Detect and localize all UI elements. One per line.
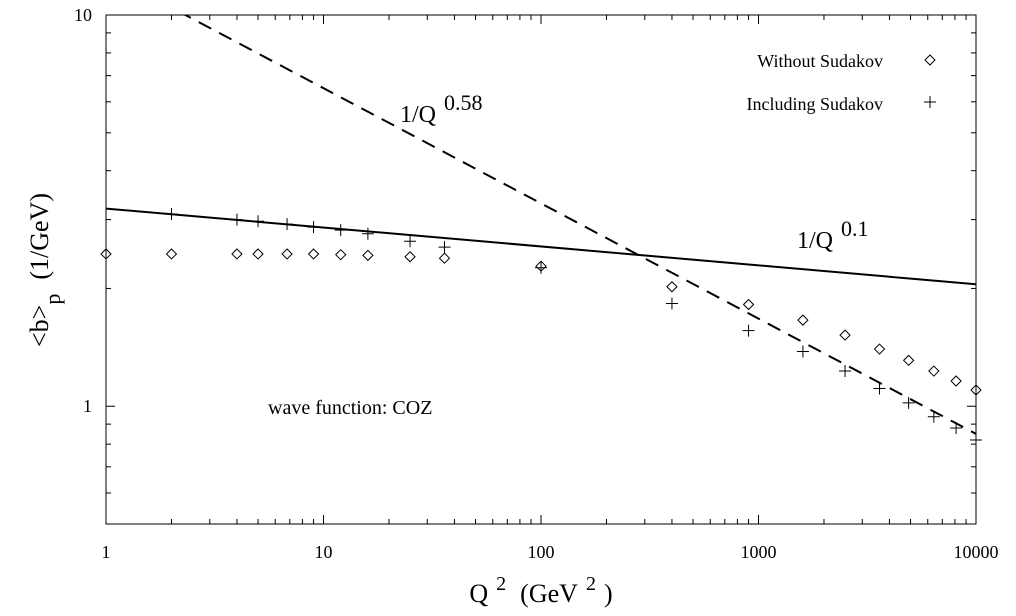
data-points [100,207,982,446]
point-including-sudakov [252,215,265,228]
point-without-sudakov [950,375,962,387]
point-without-sudakov [100,248,112,260]
point-without-sudakov [873,343,886,355]
legend: Without Sudakov Including Sudakov [747,51,936,114]
point-including-sudakov [742,324,755,337]
dashed-power-law-curve [183,15,976,435]
point-without-sudakov [902,354,915,367]
point-including-sudakov [796,345,809,358]
point-including-sudakov [307,221,320,234]
axis-tick-labels: 1 10 100 1000 10000 1 10 [74,5,999,562]
x-axis-label: Q 2 (GeV 2) [469,573,612,608]
point-including-sudakov [873,382,886,395]
point-including-sudakov [950,421,963,434]
x-tick-label: 1 [102,542,111,562]
point-without-sudakov [797,314,809,326]
point-including-sudakov [230,213,243,226]
solid-curve-label: 1/Q 0.1 [797,216,869,254]
point-including-sudakov [361,227,374,240]
point-without-sudakov [362,249,374,262]
point-including-sudakov [665,297,678,310]
point-including-sudakov [281,218,294,231]
legend-diamond-marker [924,54,936,66]
point-without-sudakov [928,365,940,377]
legend-label-including-sudakov: Including Sudakov [747,94,884,114]
point-including-sudakov [535,261,547,274]
point-without-sudakov [281,248,293,260]
point-including-sudakov [970,433,982,446]
point-including-sudakov [927,410,940,423]
point-including-sudakov [165,207,178,220]
point-without-sudakov [666,281,678,293]
point-without-sudakov [231,248,243,260]
dashed-curve-label: 1/Q 0.58 [400,90,483,128]
point-including-sudakov [438,241,451,254]
point-without-sudakov [970,384,982,396]
x-tick-label: 100 [528,542,555,562]
solid-power-law-curve [106,207,976,286]
point-including-sudakov [839,365,852,378]
point-including-sudakov [404,235,417,248]
point-without-sudakov [839,329,851,341]
point-without-sudakov [252,248,264,260]
point-without-sudakov [438,252,451,264]
point-including-sudakov [902,396,915,409]
wave-function-annotation: wave function: COZ [268,397,432,419]
point-without-sudakov [742,298,755,311]
y-tick-label: 10 [74,5,92,25]
point-without-sudakov [335,248,347,261]
fit-curves [106,15,976,435]
x-tick-label: 1000 [741,542,777,562]
point-without-sudakov [165,248,178,260]
x-tick-label: 10 [315,542,333,562]
y-axis-label: <b>p(1/GeV) [25,193,65,347]
legend-label-without-sudakov: Without Sudakov [757,51,883,71]
legend-plus-marker [924,96,936,108]
y-tick-label: 1 [83,396,92,416]
x-tick-label: 10000 [954,542,999,562]
point-including-sudakov [334,224,347,237]
point-without-sudakov [307,248,320,260]
point-without-sudakov [404,251,416,263]
axis-ticks [105,14,976,525]
